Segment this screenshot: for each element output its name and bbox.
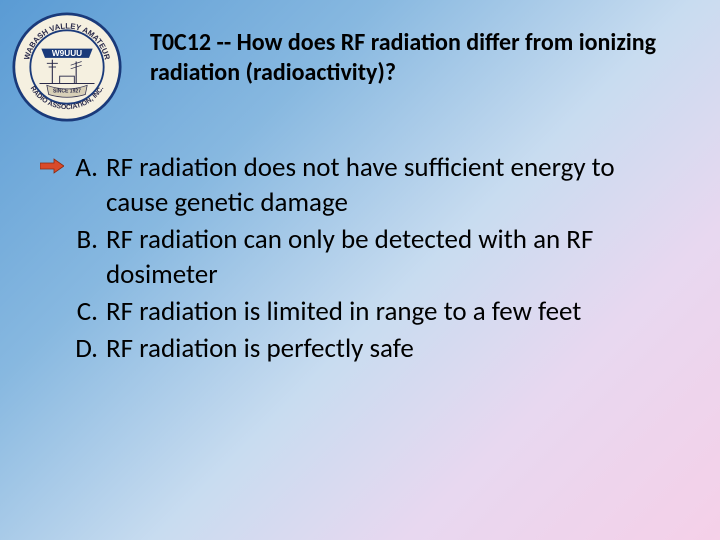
arrow-shape <box>40 159 64 173</box>
answer-option: B. RF radiation can only be detected wit… <box>40 222 680 292</box>
answer-letter: C. <box>66 294 106 329</box>
correct-arrow-icon <box>40 158 64 174</box>
answer-letter: B. <box>66 222 106 257</box>
answer-option: C. RF radiation is limited in range to a… <box>40 294 680 329</box>
answer-text: RF radiation can only be detected with a… <box>106 222 680 292</box>
answer-option: A. RF radiation does not have sufficient… <box>40 150 680 220</box>
answer-text: RF radiation does not have sufficient en… <box>106 150 680 220</box>
answer-option: D. RF radiation is perfectly safe <box>40 331 680 366</box>
logo-callsign: W9UUU <box>52 49 82 58</box>
answer-letter: A. <box>66 150 106 185</box>
logo-since: SINCE 1927 <box>53 89 81 95</box>
answer-text: RF radiation is perfectly safe <box>106 331 680 366</box>
answer-text: RF radiation is limited in range to a fe… <box>106 294 680 329</box>
club-logo: WABASH VALLEY AMATEUR RADIO ASSOCIATION,… <box>12 12 122 122</box>
question-text: T0C12 -- How does RF radiation differ fr… <box>150 28 660 88</box>
answer-list: A. RF radiation does not have sufficient… <box>40 150 680 369</box>
answer-letter: D. <box>66 331 106 366</box>
